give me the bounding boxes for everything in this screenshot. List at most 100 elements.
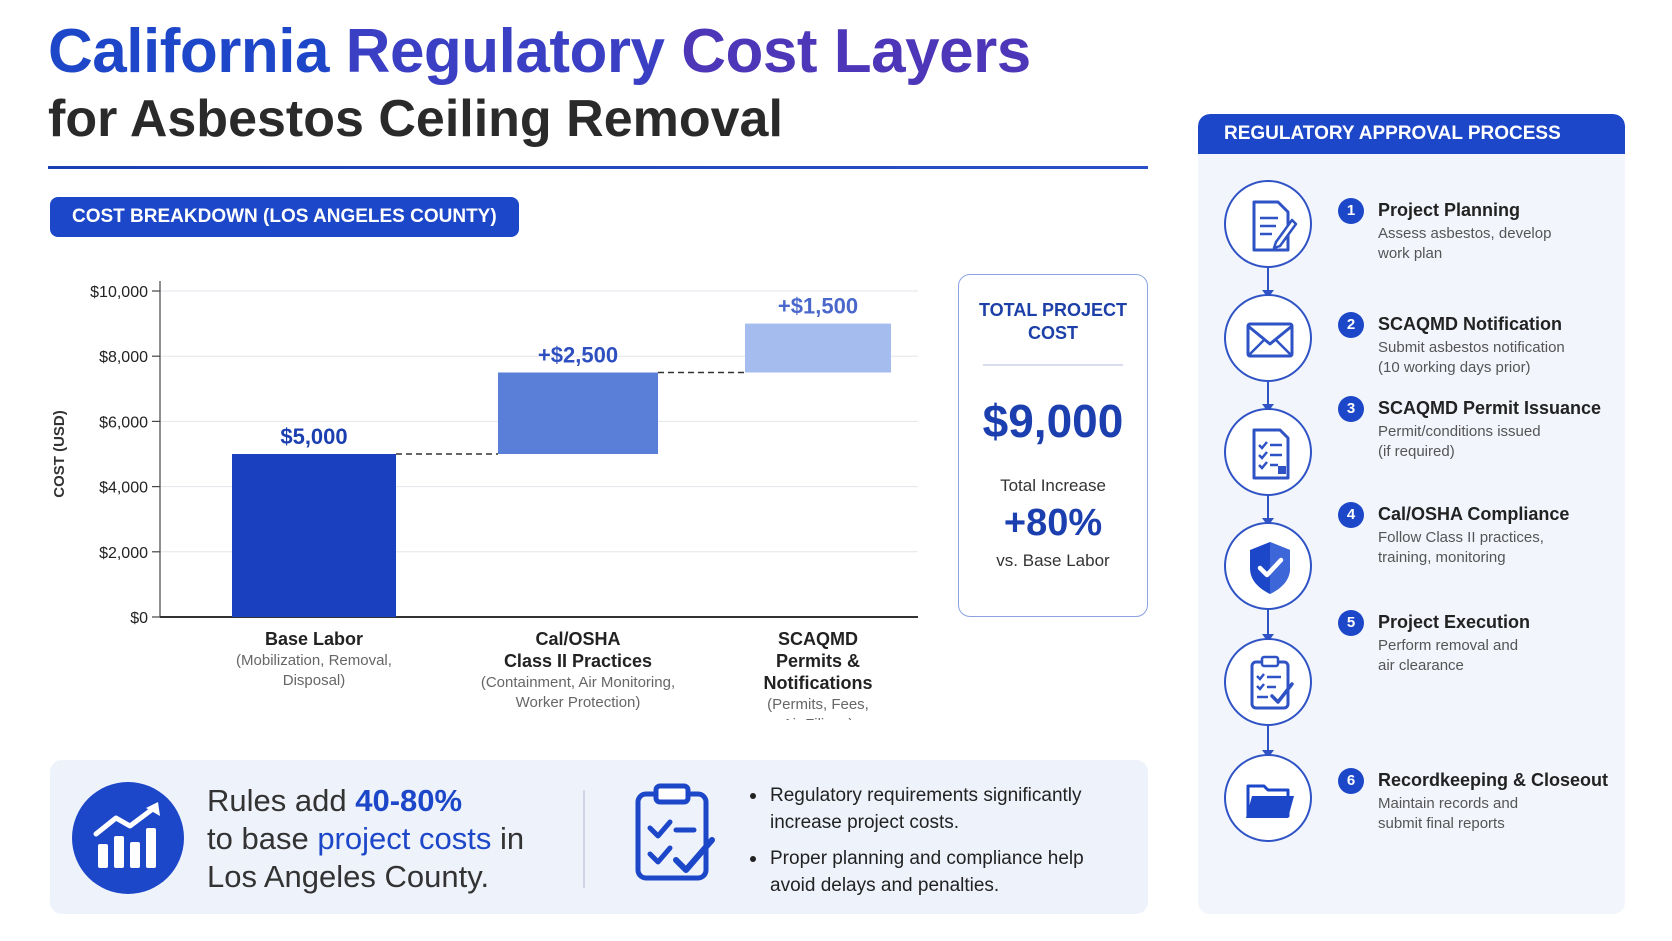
x-tick-label: Permits &	[776, 651, 860, 671]
bar	[232, 454, 396, 617]
total-cost-value: $9,000	[982, 394, 1124, 447]
approval-process-heading: REGULATORY APPROVAL PROCESS	[1198, 114, 1625, 154]
step-number: 1	[1338, 198, 1364, 224]
step-title: Cal/OSHA Compliance	[1378, 504, 1570, 524]
total-cost-divider	[983, 364, 1123, 366]
x-tick-label: Class II Practices	[504, 651, 652, 671]
step-number: 6	[1338, 768, 1364, 794]
step-description-line: air clearance	[1378, 657, 1464, 674]
step-number: 5	[1338, 610, 1364, 636]
step-description-line: Follow Class II practices,	[1378, 529, 1544, 546]
y-tick-label: $4,000	[99, 480, 148, 497]
process-connector	[1267, 496, 1269, 520]
step-title: SCAQMD Notification	[1378, 314, 1562, 334]
y-tick-label: $2,000	[99, 545, 148, 562]
total-cost-title-line: COST	[1027, 322, 1078, 343]
y-tick-label: $6,000	[99, 414, 148, 431]
step-description-line: Submit asbestos notification	[1378, 339, 1565, 356]
bar-value-label: +$1,500	[778, 294, 858, 319]
title-word-1: California	[48, 17, 329, 86]
summary-statement: Rules add 40-80% to base project costs i…	[207, 782, 524, 896]
step-description-line: Perform removal and	[1378, 637, 1519, 654]
bar	[745, 323, 891, 373]
bar-value-label: $5,000	[280, 424, 347, 449]
summary-panel: Rules add 40-80% to base project costs i…	[50, 760, 1148, 914]
step-title: Project Planning	[1378, 200, 1521, 220]
summary-divider	[583, 790, 585, 888]
step-description: Permit/conditions issued (if required)	[1378, 422, 1541, 462]
step-description: Perform removal and air clearance	[1378, 636, 1518, 676]
total-increase-vs-label: vs. Base Labor	[996, 550, 1110, 570]
bar-chart-up-icon	[72, 782, 184, 894]
summary-line-1-prefix: Rules add	[207, 783, 356, 818]
y-tick-label: $10,000	[90, 284, 148, 301]
step-description-line: submit final reports	[1378, 815, 1505, 832]
step-description: Submit asbestos notification (10 working…	[1378, 338, 1565, 378]
category-note: Air Filings)	[783, 716, 854, 720]
step-description-line: training, monitoring	[1378, 549, 1506, 566]
title-word-2: Regulatory	[345, 17, 665, 86]
step-description: Follow Class II practices, training, mon…	[1378, 528, 1544, 568]
page-title: California Regulatory Cost Layers	[48, 16, 1031, 87]
total-cost-card: TOTAL PROJECT COST $9,000 Total Increase…	[958, 274, 1148, 617]
waterfall-chart: $0 $2,000 $4,000 $6,000 $8,000 $10,000 COST (U…	[51, 281, 918, 720]
step-description-line: Assess asbestos, develop	[1378, 225, 1552, 242]
total-increase-value: +80%	[1003, 501, 1103, 544]
clipboard-check-icon	[1224, 638, 1312, 726]
category-note: (Mobilization, Removal,	[236, 652, 392, 669]
step-description-line: Maintain records and	[1378, 795, 1519, 812]
step-description-line: Permit/conditions issued	[1378, 423, 1541, 440]
cost-breakdown-label: COST BREAKDOWN (LOS ANGELES COUNTY)	[50, 197, 519, 237]
step-title: Project Execution	[1378, 612, 1531, 632]
step-description-line: work plan	[1378, 245, 1443, 262]
x-tick-label: SCAQMD	[778, 629, 858, 649]
process-connector	[1267, 268, 1269, 292]
x-tick-label: Cal/OSHA	[535, 629, 620, 649]
clipboard-checklist-icon	[632, 780, 722, 889]
summary-line-2: to base project costs in	[207, 820, 524, 858]
bar	[498, 372, 658, 454]
total-cost-title-line: TOTAL PROJECT	[978, 300, 1128, 320]
folder-icon	[1224, 754, 1312, 842]
bar-value-label: +$2,500	[538, 343, 618, 368]
process-connector	[1267, 610, 1269, 636]
step-description-line: (10 working days prior)	[1378, 359, 1531, 376]
y-tick-label: $8,000	[99, 349, 148, 366]
summary-line-2-prefix: to base	[207, 821, 318, 856]
step-number: 3	[1338, 396, 1364, 422]
category-note: Worker Protection)	[516, 694, 641, 711]
y-tick-label: $0	[130, 610, 148, 627]
step-description-line: (if required)	[1378, 443, 1455, 460]
summary-line-3: Los Angeles County.	[207, 859, 490, 894]
summary-bullet-line: avoid delays and penalties.	[770, 875, 1000, 896]
page-subtitle: for Asbestos Ceiling Removal	[48, 90, 783, 148]
total-increase-label: Total Increase	[1000, 475, 1106, 495]
step-description: Assess asbestos, develop work plan	[1378, 224, 1551, 264]
summary-line-2-suffix: in	[491, 821, 525, 856]
checklist-document-icon	[1224, 408, 1312, 496]
summary-bullet-line: increase project costs.	[770, 812, 960, 833]
step-number: 4	[1338, 502, 1364, 528]
document-edit-icon	[1224, 180, 1312, 268]
shield-check-icon	[1224, 522, 1312, 610]
summary-bullet-line: Regulatory requirements significantly	[770, 785, 1082, 806]
total-cost-title: TOTAL PROJECT COST	[959, 299, 1147, 344]
step-title: SCAQMD Permit Issuance	[1378, 398, 1602, 418]
category-note: (Permits, Fees,	[767, 696, 869, 713]
process-connector	[1267, 726, 1269, 752]
step-number: 2	[1338, 312, 1364, 338]
title-divider	[48, 166, 1148, 169]
x-tick-label: Notifications	[763, 673, 872, 693]
summary-bullet-line: Proper planning and compliance help	[770, 848, 1084, 869]
process-connector	[1267, 382, 1269, 406]
summary-line-1: Rules add 40-80%	[207, 782, 524, 820]
summary-bullets: Regulatory requirements significantly in…	[748, 782, 1084, 908]
envelope-icon	[1224, 294, 1312, 382]
summary-highlight: project costs	[317, 821, 492, 856]
y-axis-title: COST (USD)	[51, 410, 68, 498]
summary-bullet: Proper planning and compliance help avoi…	[748, 845, 1084, 899]
summary-percent-range: 40-80%	[355, 783, 463, 818]
category-note: Disposal)	[283, 672, 346, 689]
step-description: Maintain records and submit final report…	[1378, 794, 1518, 834]
step-title: Recordkeeping & Closeout	[1378, 770, 1609, 790]
